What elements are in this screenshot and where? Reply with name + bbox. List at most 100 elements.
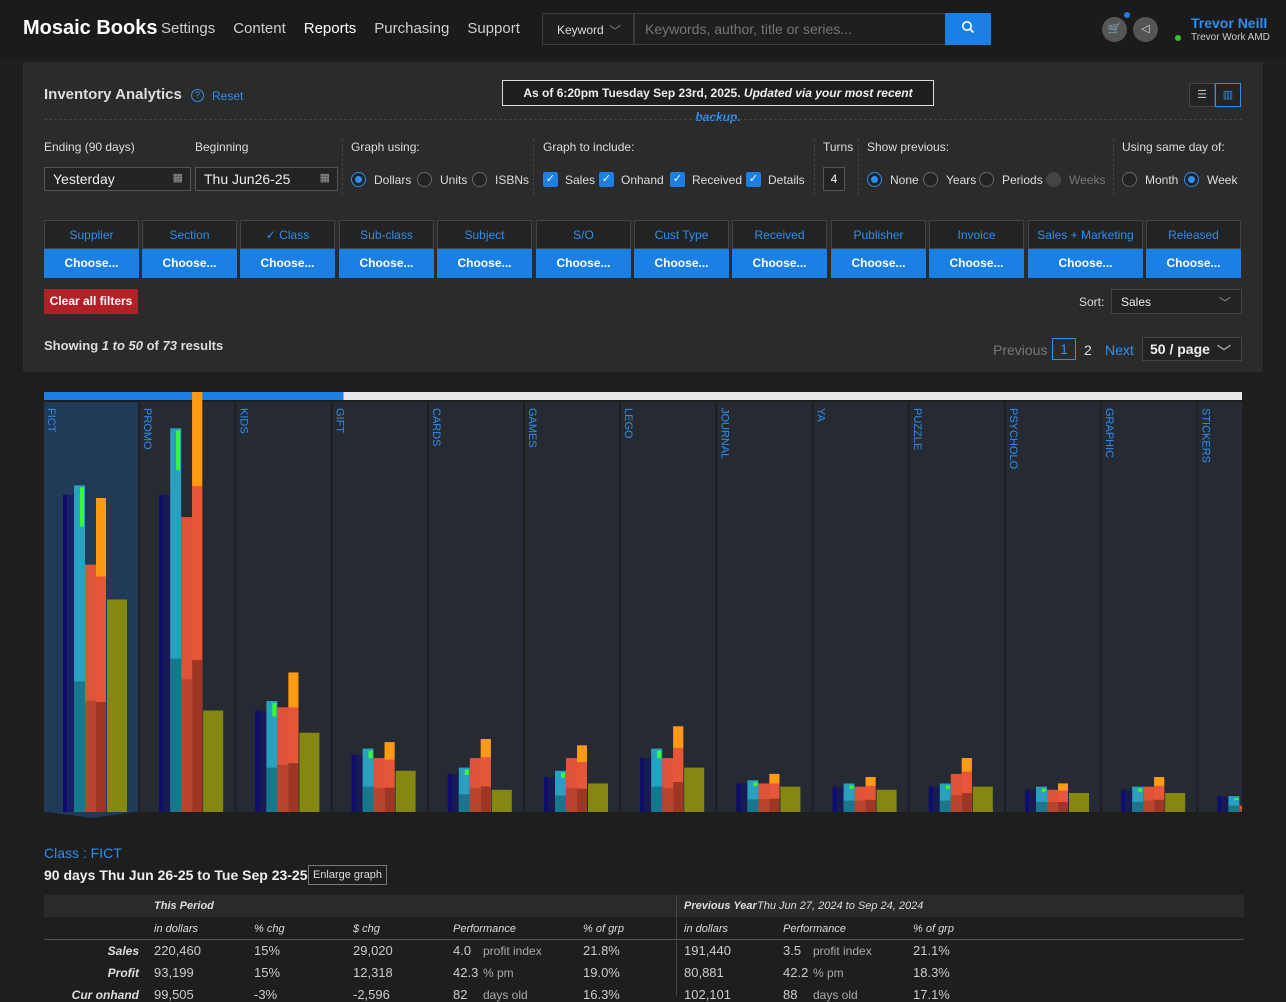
category-column[interactable] — [428, 402, 523, 812]
filter-header[interactable]: Sub-class — [339, 220, 434, 249]
category-column[interactable] — [1006, 402, 1101, 812]
search-type-select[interactable]: Keyword ﹀ — [542, 13, 634, 45]
category-column[interactable] — [1102, 402, 1197, 812]
filter-choose-button[interactable]: Choose... — [732, 249, 827, 278]
radio-years[interactable]: Years — [923, 172, 976, 187]
checkbox-received[interactable]: ✓ Received — [670, 172, 742, 187]
previous-page-button[interactable]: Previous — [993, 342, 1048, 358]
filter-choose-button[interactable]: Choose... — [536, 249, 631, 278]
bar-segment — [192, 659, 203, 812]
bar-segment — [480, 739, 491, 758]
filter-choose-button[interactable]: Choose... — [339, 249, 434, 278]
radio-units[interactable]: Units — [417, 172, 467, 187]
filter-header[interactable]: Supplier — [44, 220, 139, 249]
enlarge-graph-button[interactable]: Enlarge graph — [308, 865, 387, 885]
filter-choose-button[interactable]: Choose... — [929, 249, 1024, 278]
filter-header[interactable]: ✓ Class — [240, 220, 335, 249]
bar-segment — [769, 783, 780, 812]
selected-class-label[interactable]: Class : FICT — [44, 845, 122, 861]
bar-segment — [544, 777, 555, 812]
bar-segment — [657, 750, 662, 759]
filter-choose-button[interactable]: Choose... — [634, 249, 729, 278]
filter-header[interactable]: Sales + Marketing — [1028, 220, 1143, 249]
page-2-button[interactable]: 2 — [1084, 342, 1092, 358]
cell-prev-performance: 88 — [783, 987, 798, 1002]
cell-pct-grp: 21.8% — [583, 943, 620, 958]
cell-pct-grp: 16.3% — [583, 987, 620, 1002]
beginning-date-input[interactable]: Thu Jun26-25 ▦ — [195, 167, 338, 191]
filter-choose-button[interactable]: Choose... — [240, 249, 335, 278]
filter-choose-button[interactable]: Choose... — [437, 249, 532, 278]
backup-link[interactable]: backup. — [695, 110, 741, 124]
cart-button[interactable]: 🛒 — [1102, 17, 1127, 42]
filter-header[interactable]: Subject — [437, 220, 532, 249]
app-logo[interactable]: Mosaic Books — [23, 17, 158, 39]
category-column[interactable] — [717, 402, 812, 812]
category-column[interactable] — [1198, 402, 1286, 812]
search-button[interactable] — [945, 13, 991, 45]
cell-prev-value: 191,440 — [684, 943, 731, 958]
filter-header[interactable]: Publisher — [831, 220, 926, 249]
cell-prev-performance-unit: profit index — [813, 944, 872, 958]
nav-purchasing[interactable]: Purchasing — [374, 20, 450, 37]
radio-periods[interactable]: Periods — [979, 172, 1043, 187]
search-input[interactable] — [634, 13, 946, 45]
filter-choose-button[interactable]: Choose... — [831, 249, 926, 278]
per-page-select[interactable]: 50 / page ﹀ — [1142, 337, 1242, 361]
user-name[interactable]: Trevor Neill — [1191, 15, 1268, 31]
page-title: Inventory Analytics — [44, 86, 182, 103]
filter-choose-button[interactable]: Choose... — [142, 249, 237, 278]
col-pct-chg: % chg — [254, 923, 285, 935]
filter-choose-button[interactable]: Choose... — [1146, 249, 1241, 278]
results-of: of — [146, 338, 159, 353]
nav-reports[interactable]: Reports — [303, 20, 357, 37]
turns-input[interactable]: 4 — [823, 167, 845, 191]
chart-view-toggle[interactable]: ▥ — [1215, 83, 1241, 107]
category-column[interactable] — [813, 402, 908, 812]
filter-header[interactable]: Released — [1146, 220, 1241, 249]
page-1-button[interactable]: 1 — [1052, 338, 1076, 360]
cell-value: 99,505 — [154, 987, 194, 1002]
sort-select[interactable]: Sales ﹀ — [1111, 289, 1242, 314]
category-column[interactable] — [525, 402, 620, 812]
radio-isbns[interactable]: ISBNs — [472, 172, 529, 187]
category-column[interactable] — [909, 402, 1004, 812]
bar-segment — [577, 745, 587, 763]
bar-segment — [277, 764, 289, 812]
category-column[interactable] — [332, 402, 427, 812]
filter-header[interactable]: Section — [142, 220, 237, 249]
bar-segment — [1121, 789, 1126, 812]
radio-month[interactable]: Month — [1122, 172, 1178, 187]
radio-dollars[interactable]: Dollars — [351, 172, 411, 187]
nav-settings[interactable]: Settings — [161, 20, 216, 37]
bar-segment — [480, 786, 491, 812]
announcements-button[interactable]: ◁ — [1133, 17, 1158, 42]
ending-select[interactable]: Yesterday ▦ — [44, 167, 191, 191]
filter-header[interactable]: Invoice — [929, 220, 1024, 249]
bar-segment — [588, 783, 608, 812]
bar-segment — [176, 430, 181, 471]
online-status-dot — [1175, 35, 1181, 41]
clear-filters-button[interactable]: Clear all filters — [44, 289, 138, 314]
reset-link[interactable]: Reset — [212, 89, 244, 103]
filter-header[interactable]: Received — [732, 220, 827, 249]
bar-segment — [939, 783, 951, 812]
checkbox-sales[interactable]: ✓ Sales — [543, 172, 595, 187]
category-column[interactable] — [621, 402, 716, 812]
radio-week[interactable]: Week — [1184, 172, 1237, 187]
bar-segment — [107, 599, 127, 812]
filter-choose-button[interactable]: Choose... — [1028, 249, 1143, 278]
checkbox-onhand[interactable]: ✓ Onhand — [599, 172, 664, 187]
filter-subject: Subject Choose... — [437, 220, 532, 278]
nav-support[interactable]: Support — [467, 20, 520, 37]
filter-header[interactable]: S/O — [536, 220, 631, 249]
next-page-button[interactable]: Next — [1105, 342, 1134, 358]
help-icon[interactable]: ? — [191, 89, 204, 102]
filter-choose-button[interactable]: Choose... — [44, 249, 139, 278]
checkbox-details[interactable]: ✓ Details — [746, 172, 805, 187]
radio-none[interactable]: None — [867, 172, 919, 187]
nav-content[interactable]: Content — [233, 20, 286, 37]
period-label: 90 days Thu Jun 26-25 to Tue Sep 23-25 — [44, 867, 308, 883]
filter-header[interactable]: Cust Type — [634, 220, 729, 249]
list-view-toggle[interactable]: ☰ — [1189, 83, 1215, 107]
